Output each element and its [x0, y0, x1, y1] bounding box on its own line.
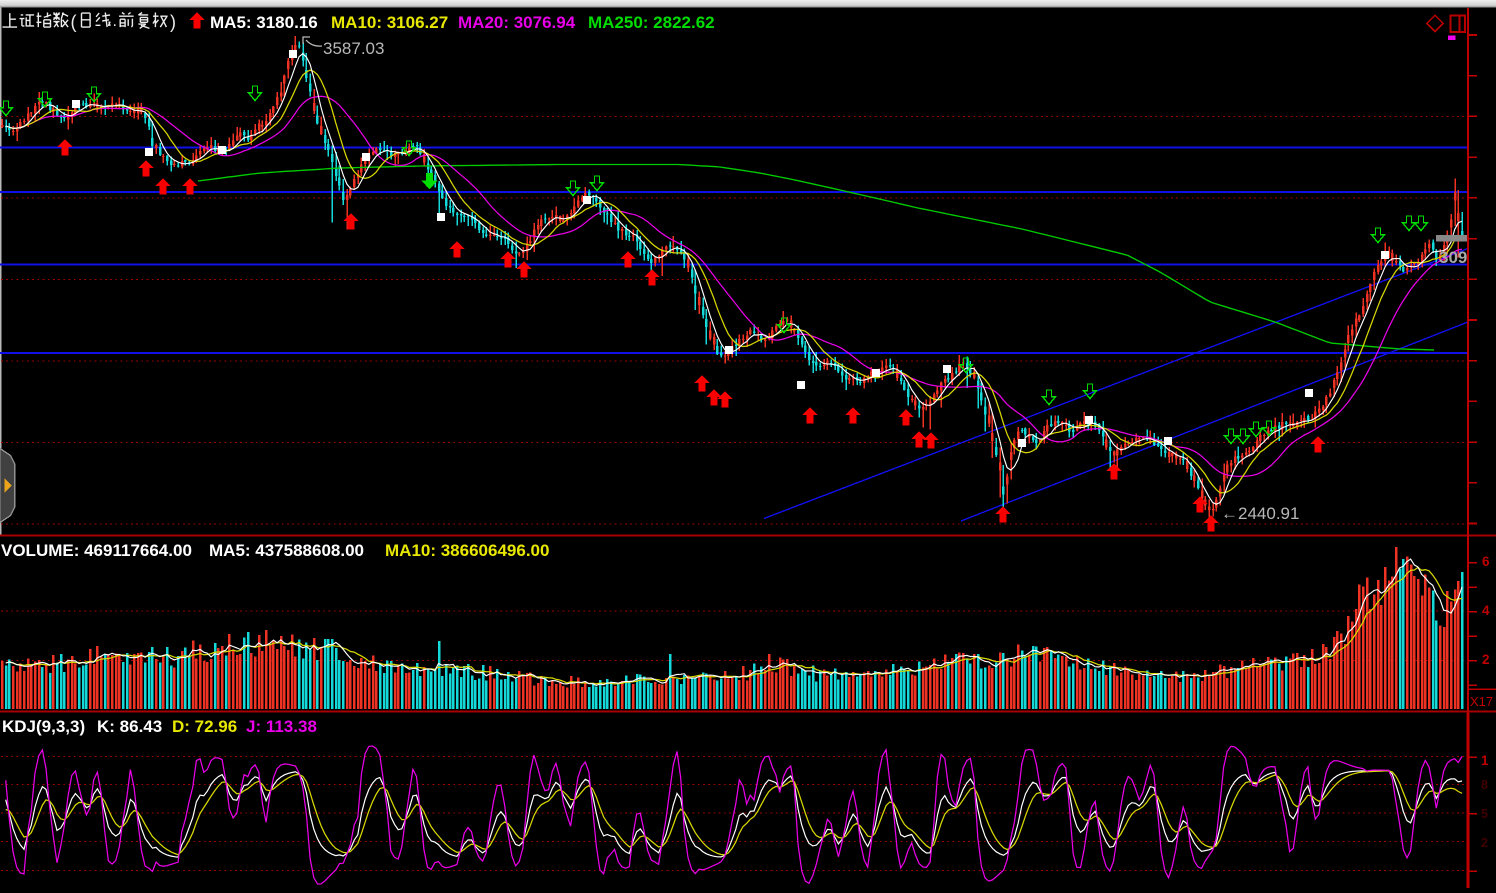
svg-text:J: 113.38: J: 113.38	[246, 717, 317, 736]
svg-text:): )	[170, 12, 176, 32]
svg-text:MA250: 2822.62: MA250: 2822.62	[588, 13, 715, 32]
svg-text:(: (	[71, 12, 77, 32]
svg-text:2: 2	[1482, 652, 1490, 667]
svg-text:D: 72.96: D: 72.96	[172, 717, 237, 736]
svg-text:MA10: 386606496.00: MA10: 386606496.00	[385, 541, 549, 560]
svg-text:←2440.91: ←2440.91	[1221, 504, 1299, 523]
svg-text:VOLUME: 469117664.00: VOLUME: 469117664.00	[1, 541, 192, 560]
svg-text:4: 4	[1482, 603, 1490, 618]
svg-text:MA20: 3076.94: MA20: 3076.94	[458, 13, 576, 32]
svg-text:.: .	[113, 13, 117, 30]
svg-text:3587.03: 3587.03	[323, 39, 384, 58]
svg-text:8: 8	[1481, 778, 1488, 792]
svg-text:2: 2	[1481, 836, 1488, 850]
svg-text:K: 86.43: K: 86.43	[97, 717, 162, 736]
svg-text:6: 6	[1482, 554, 1490, 569]
svg-text:X17: X17	[1470, 694, 1493, 709]
svg-text:MA5: 3180.16: MA5: 3180.16	[210, 13, 318, 32]
svg-text:1: 1	[1481, 753, 1489, 768]
svg-text:MA10: 3106.27: MA10: 3106.27	[331, 13, 448, 32]
svg-text:KDJ(9,3,3): KDJ(9,3,3)	[2, 717, 85, 736]
svg-text:3093: 3093	[1439, 248, 1477, 267]
svg-text:MA5: 437588608.00: MA5: 437588608.00	[209, 541, 364, 560]
svg-text:5: 5	[1481, 807, 1488, 821]
